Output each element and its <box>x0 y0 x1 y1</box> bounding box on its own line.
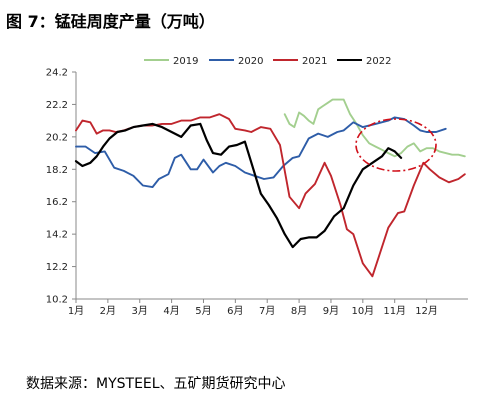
x-tick-label: 4月 <box>163 305 179 317</box>
legend-label-2022: 2022 <box>366 56 391 67</box>
x-tick-label: 11月 <box>383 305 406 317</box>
x-tick-label: 6月 <box>227 305 243 317</box>
legend-label-2020: 2020 <box>238 56 263 67</box>
chart-legend: 2019 2020 2021 2022 <box>144 56 391 67</box>
series-line-2022 <box>74 122 403 249</box>
line-chart: 10.2 12.2 14.2 16.2 18.2 20.2 22.2 24.2 1月 2月 3月 4月… <box>46 56 468 317</box>
x-tick-label: 8月 <box>291 305 307 317</box>
series-line-2019 <box>283 98 466 158</box>
x-tick-label: 5月 <box>195 305 211 317</box>
y-tick-label: 16.2 <box>46 197 68 208</box>
y-tick-label: 10.2 <box>46 295 68 306</box>
data-source-note: 数据来源：MYSTEEL、五矿期货研究中心 <box>26 376 286 392</box>
x-tick-label: 1月 <box>68 305 84 317</box>
y-tick-label: 14.2 <box>46 230 68 241</box>
x-tick-label: 3月 <box>132 305 148 317</box>
x-tick-label: 12月 <box>415 305 438 317</box>
y-tick-label: 20.2 <box>46 132 68 143</box>
y-tick-label: 12.2 <box>46 262 68 273</box>
legend-label-2019: 2019 <box>173 56 198 67</box>
legend-label-2021: 2021 <box>302 56 327 67</box>
x-tick-label: 7月 <box>259 305 275 317</box>
highlight-ellipse <box>355 118 437 172</box>
chart-title: 图 7：锰硅周度产量（万吨） <box>6 12 215 31</box>
y-tick-label: 24.2 <box>46 68 68 79</box>
x-tick-label: 2月 <box>100 305 116 317</box>
chart-series-lines <box>74 98 466 278</box>
y-tick-label: 18.2 <box>46 165 68 176</box>
y-tick-label: 22.2 <box>46 100 68 111</box>
highlight-annotation <box>355 118 437 172</box>
x-tick-label: 9月 <box>323 305 339 317</box>
x-tick-label: 10月 <box>351 305 374 317</box>
series-line-2021 <box>75 113 466 278</box>
chart-axes: 10.2 12.2 14.2 16.2 18.2 20.2 22.2 24.2 1月 2月 3月 4月… <box>46 68 468 317</box>
